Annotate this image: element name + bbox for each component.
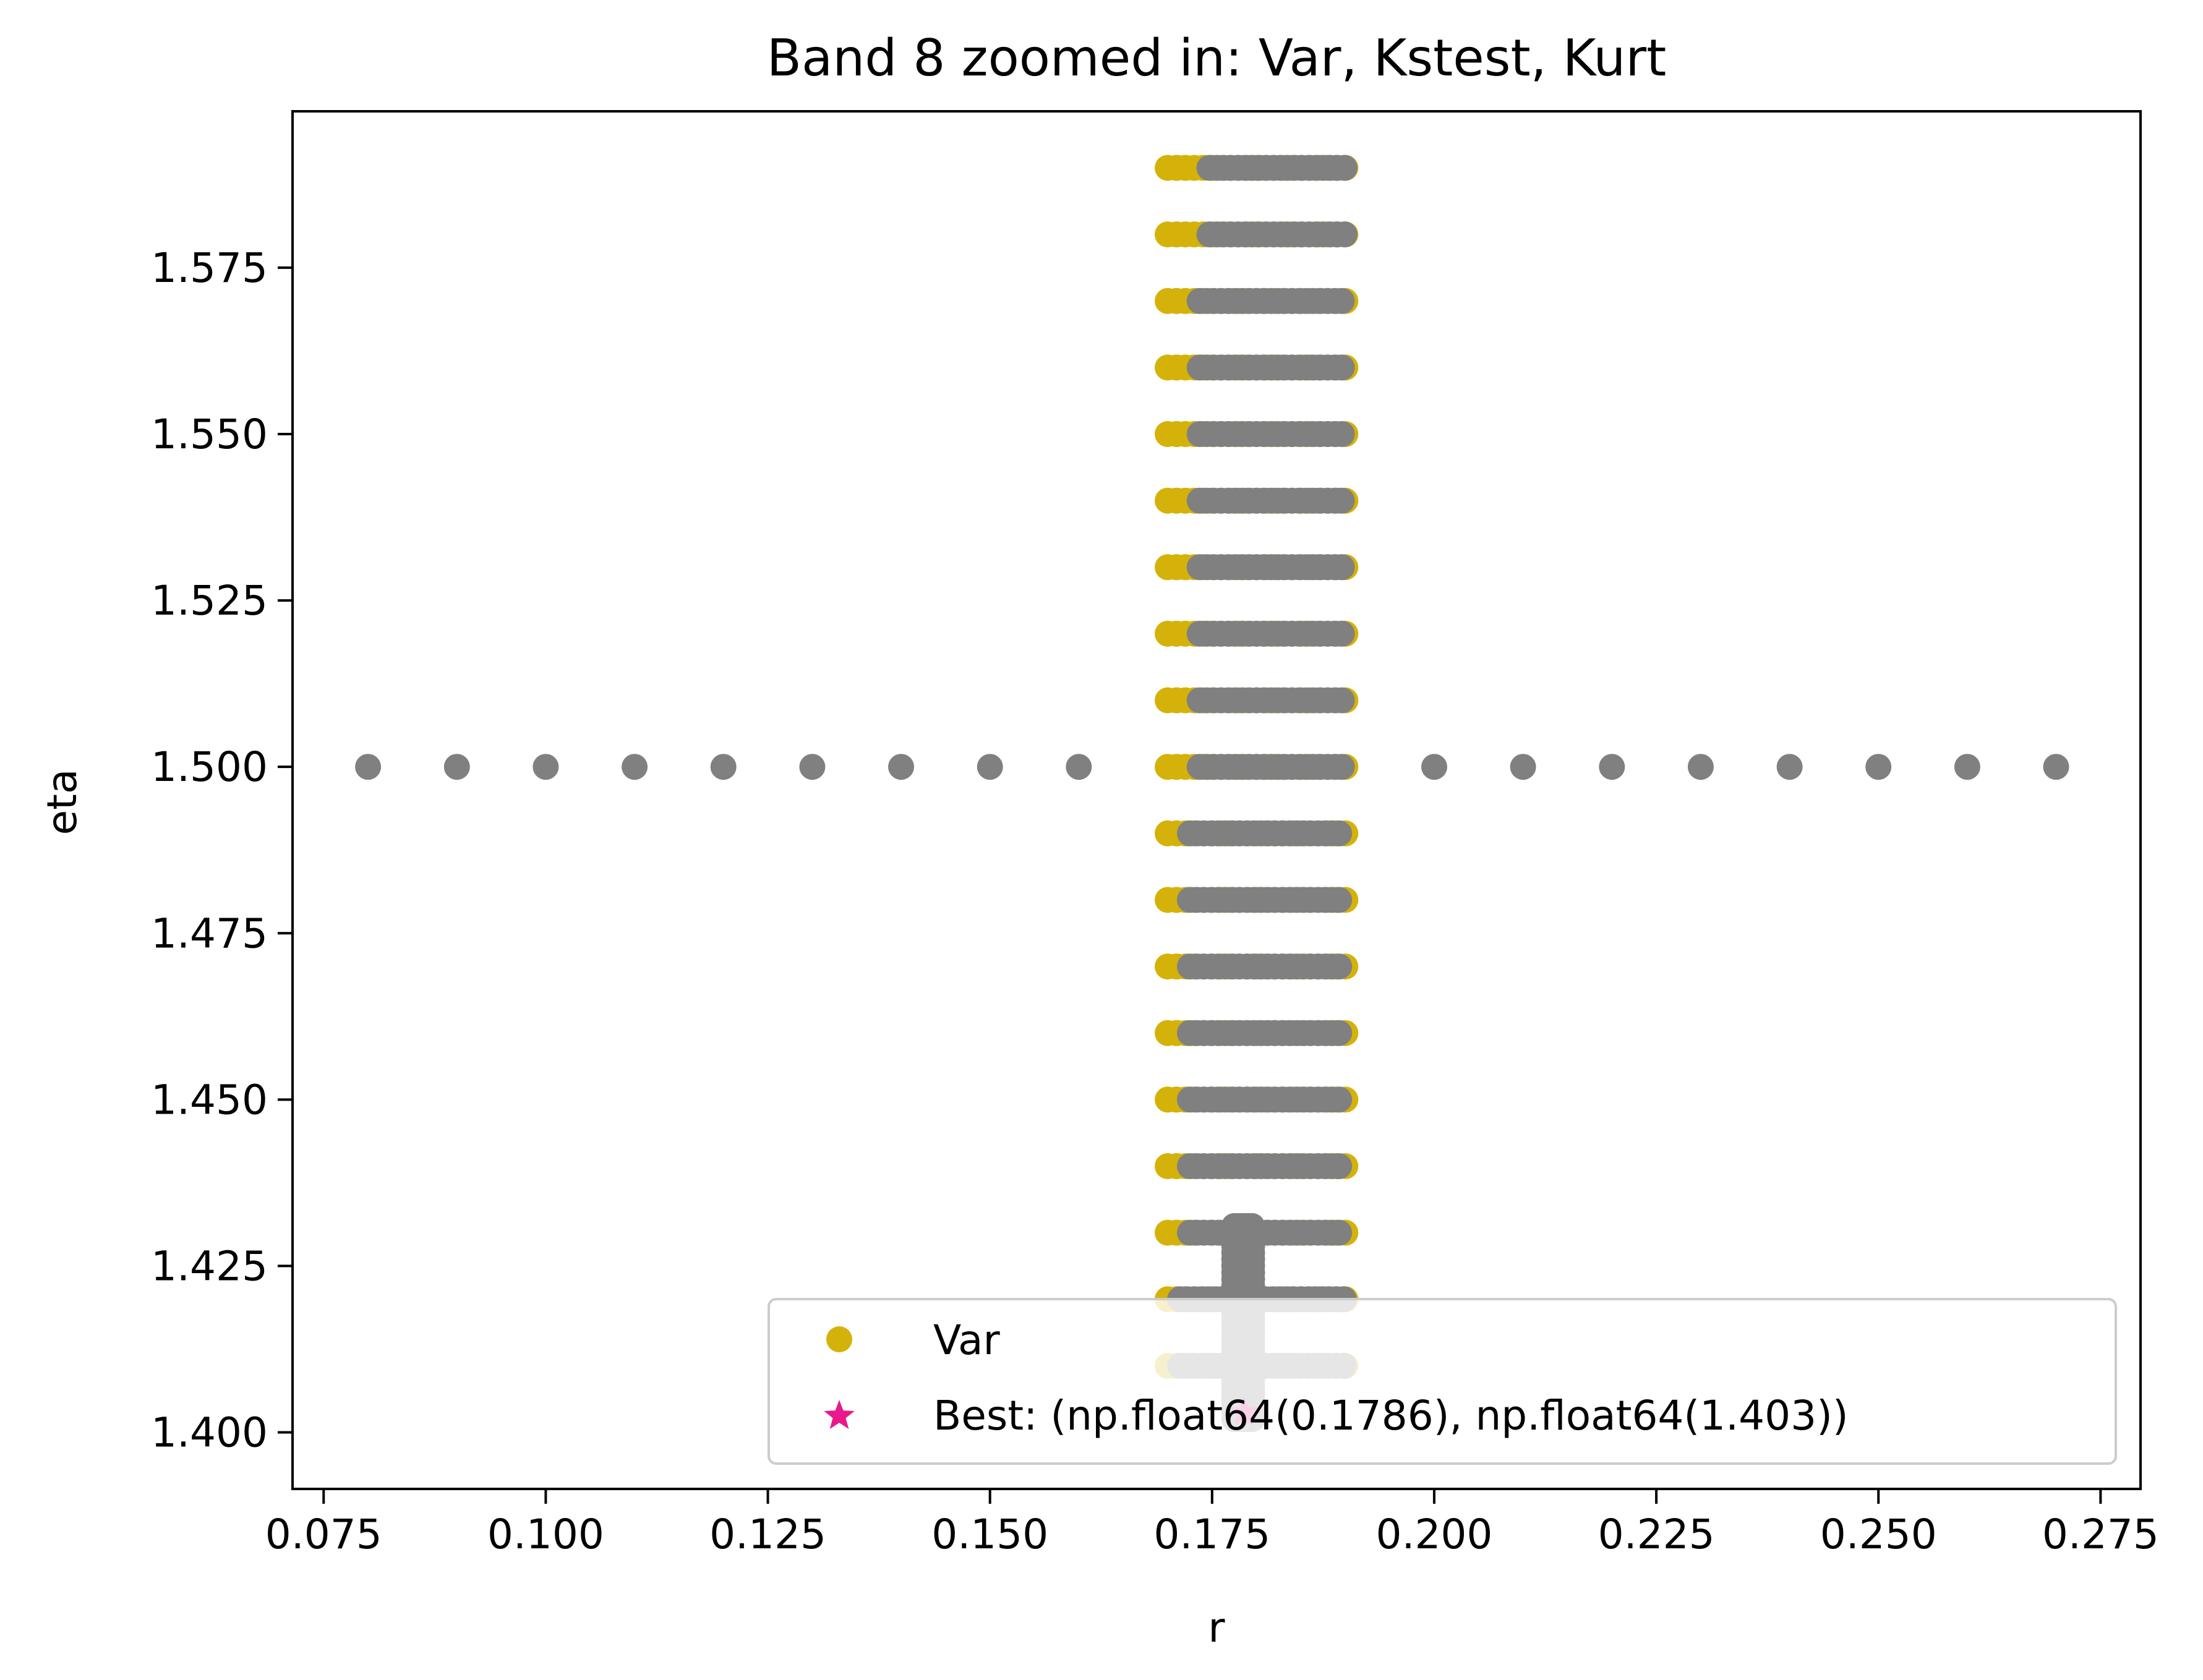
gray-point (1599, 754, 1625, 780)
legend-var-marker (826, 1326, 852, 1352)
gray-point (888, 754, 914, 780)
gray-point (1326, 1219, 1353, 1246)
gray-point (1510, 754, 1536, 780)
gray-point (355, 754, 382, 780)
y-axis: 1.400 1.425 1.450 1.475 1.500 1.525 1.550 1.575 (151, 244, 293, 1457)
legend-best-marker (824, 1400, 855, 1429)
gray-point (1326, 887, 1353, 913)
legend-var-label: Var (933, 1316, 1000, 1364)
gray-point (1328, 687, 1355, 714)
y-tick-label: 1.550 (151, 411, 268, 458)
x-tick-label: 0.225 (1598, 1511, 1715, 1558)
chart-title: Band 8 zoomed in: Var, Kstest, Kurt (767, 29, 1667, 88)
legend-box (768, 1298, 2117, 1465)
gray-point (1954, 754, 1980, 780)
gray-point (1331, 221, 1358, 248)
x-tick-label: 0.250 (1820, 1511, 1937, 1558)
gray-point (977, 754, 1003, 780)
x-tick-label: 0.200 (1375, 1511, 1492, 1558)
gray-point (1328, 554, 1355, 581)
gray-point (1326, 953, 1353, 980)
gray-point (622, 754, 648, 780)
legend-best-label: Best: (np.float64(0.1786), np.float64(1.… (933, 1392, 1849, 1439)
gray-point (533, 754, 559, 780)
gray-point (1865, 754, 1892, 780)
x-axis: 0.075 0.100 0.125 0.150 0.175 0.200 0.225 0.250… (265, 1489, 2159, 1558)
plot-frame (291, 110, 2142, 1490)
y-tick-label: 1.575 (151, 244, 268, 292)
y-tick-label: 1.425 (151, 1242, 268, 1290)
gray-point (1687, 754, 1714, 780)
gray-point (1776, 754, 1803, 780)
gray-point (1066, 754, 1092, 780)
gray-point (799, 754, 826, 780)
gray-point (2043, 754, 2069, 780)
gray-point (1328, 620, 1355, 647)
x-axis-label: r (1208, 1604, 1225, 1652)
x-tick-label: 0.150 (931, 1511, 1048, 1558)
x-tick-label: 0.275 (2042, 1511, 2159, 1558)
gray-point (1239, 1213, 1265, 1239)
y-axis-label: eta (38, 769, 86, 835)
gray-point (710, 754, 737, 780)
y-tick-label: 1.525 (151, 577, 268, 625)
legend: Var Best: (np.float64(0.1786), np.float6… (768, 1298, 2117, 1465)
gray-point (1326, 1020, 1353, 1046)
gray-point (1328, 754, 1355, 780)
gray-point (443, 754, 470, 780)
gray-point (1326, 1086, 1353, 1113)
y-tick-label: 1.500 (151, 743, 268, 791)
y-tick-label: 1.400 (151, 1409, 268, 1457)
gray-point (1326, 820, 1353, 846)
y-tick-label: 1.475 (151, 910, 268, 957)
gray-point (1328, 354, 1355, 381)
y-tick-label: 1.450 (151, 1076, 268, 1124)
gray-point (1421, 754, 1447, 780)
x-tick-label: 0.100 (487, 1511, 604, 1558)
gray-point (1328, 288, 1355, 314)
x-tick-label: 0.125 (709, 1511, 826, 1558)
gray-point (1328, 487, 1355, 514)
x-tick-label: 0.075 (265, 1511, 382, 1558)
x-tick-label: 0.175 (1153, 1511, 1270, 1558)
gray-point (1326, 1153, 1353, 1179)
gray-point (1331, 155, 1358, 181)
gray-point (1328, 421, 1355, 447)
